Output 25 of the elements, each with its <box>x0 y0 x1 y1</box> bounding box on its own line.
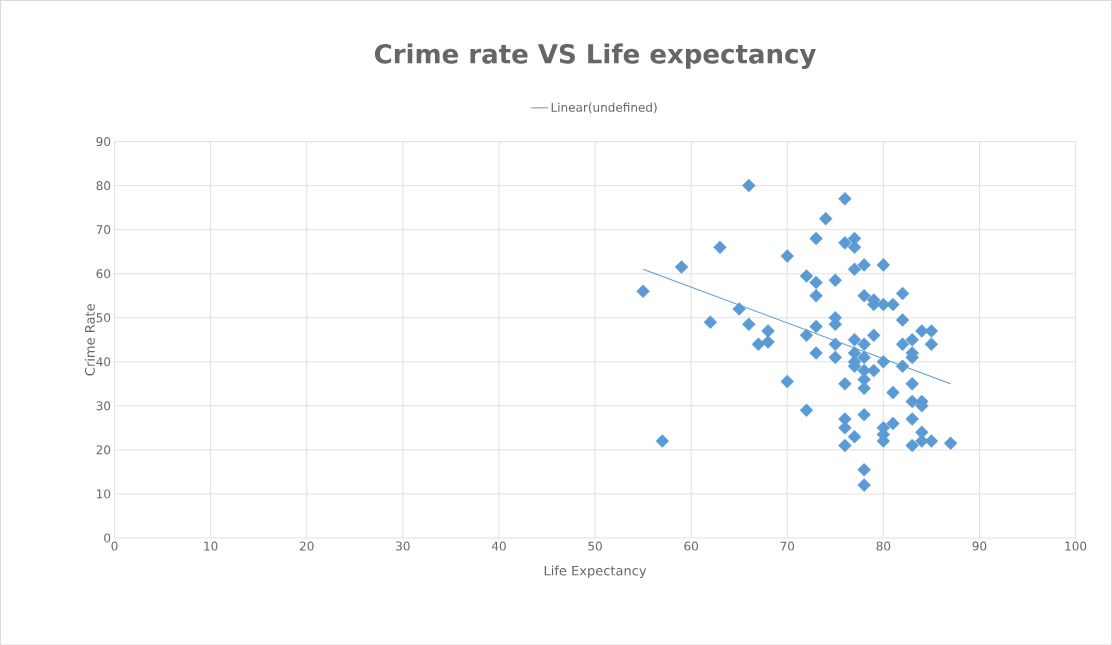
legend-label: Linear(undefined) <box>551 102 657 114</box>
y-tick-label: 40 <box>96 357 111 367</box>
x-tick-label: 60 <box>684 541 698 551</box>
y-tick-label: 80 <box>96 180 111 190</box>
x-tick-label: 40 <box>491 541 506 551</box>
x-tick-label: 50 <box>588 541 602 551</box>
y-axis-title: Crime Rate <box>84 303 95 376</box>
x-tick-label: 80 <box>876 541 891 551</box>
y-tick-label: 60 <box>96 268 111 278</box>
chart-title: Crime rate VS Life expectancy <box>374 43 816 69</box>
y-tick-label: 30 <box>96 401 111 411</box>
x-tick-label: 0 <box>111 541 118 551</box>
y-tick-label: 20 <box>96 445 111 455</box>
x-tick-label: 70 <box>780 541 795 551</box>
y-tick-label: 0 <box>104 533 111 543</box>
x-tick-label: 100 <box>1065 541 1087 551</box>
x-tick-label: 90 <box>972 541 987 551</box>
x-tick-label: 20 <box>299 541 314 551</box>
y-tick-label: 50 <box>96 312 111 323</box>
x-axis-title: Life Expectancy <box>544 565 647 578</box>
y-tick-label: 10 <box>97 489 111 499</box>
x-tick-label: 30 <box>396 541 410 551</box>
y-tick-label: 70 <box>96 224 111 234</box>
y-tick-label: 90 <box>96 136 111 146</box>
x-tick-label: 10 <box>204 541 218 551</box>
